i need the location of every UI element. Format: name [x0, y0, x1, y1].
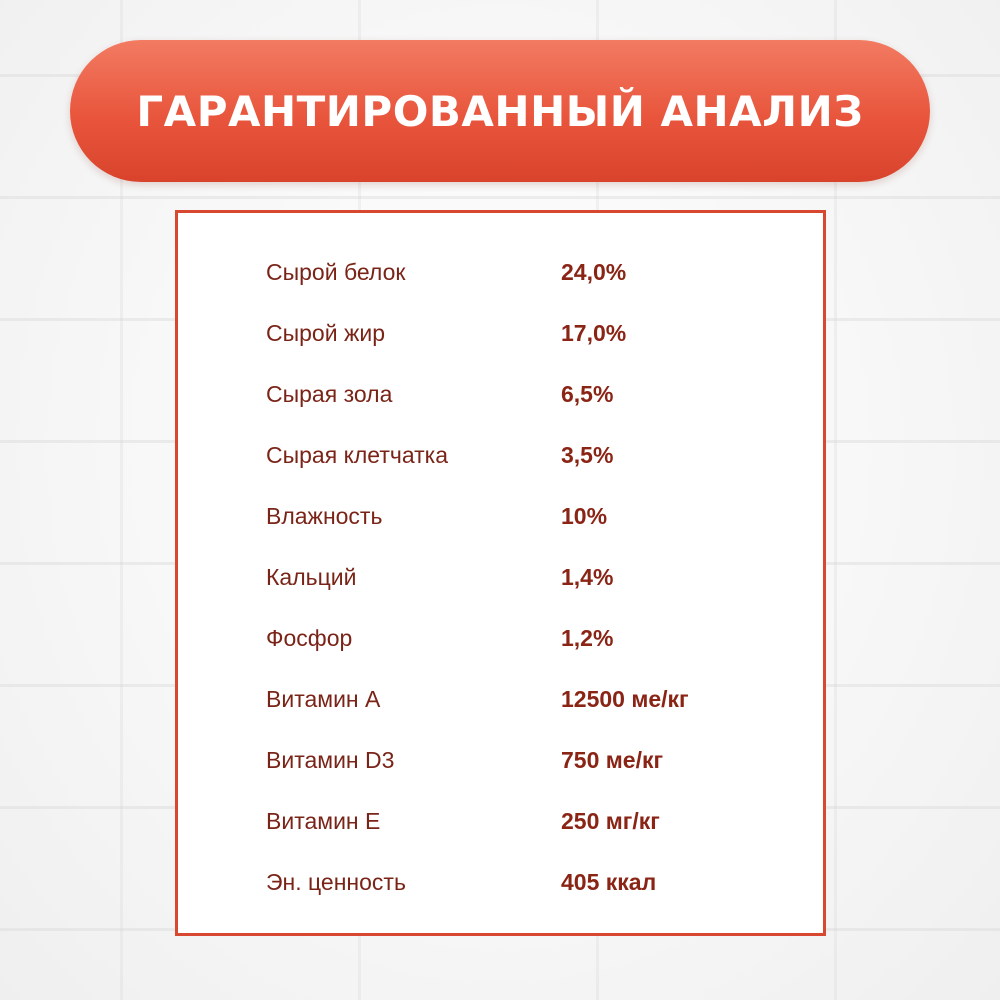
table-row: Сырая клетчатка 3,5%	[178, 435, 823, 475]
row-value: 1,4%	[561, 564, 614, 590]
analysis-table: Сырой белок 24,0% Сырой жир 17,0% Сырая …	[175, 210, 826, 936]
row-label: Витамин E	[266, 808, 381, 834]
table-row: Влажность 10%	[178, 496, 823, 536]
row-label: Фосфор	[266, 625, 353, 651]
table-row: Сырой жир 17,0%	[178, 313, 823, 353]
table-row: Сырой белок 24,0%	[178, 252, 823, 292]
row-value: 17,0%	[561, 320, 627, 346]
page-title: ГАРАНТИРОВАННЫЙ АНАЛИЗ	[136, 86, 864, 136]
table-row: Витамин A 12500 ме/кг	[178, 679, 823, 719]
table-row: Витамин D3 750 ме/кг	[178, 740, 823, 780]
table-row: Фосфор 1,2%	[178, 618, 823, 658]
row-value: 750 ме/кг	[561, 747, 664, 773]
row-label: Влажность	[266, 503, 383, 529]
table-row: Эн. ценность 405 ккал	[178, 862, 823, 902]
table-row: Сырая зола 6,5%	[178, 374, 823, 414]
row-value: 250 мг/кг	[561, 808, 660, 834]
row-value: 1,2%	[561, 625, 614, 651]
row-label: Сырой жир	[266, 320, 385, 346]
row-label: Витамин A	[266, 686, 381, 712]
row-label: Витамин D3	[266, 747, 395, 773]
table-row: Кальций 1,4%	[178, 557, 823, 597]
table-row: Витамин E 250 мг/кг	[178, 801, 823, 841]
row-label: Эн. ценность	[266, 869, 406, 895]
row-value: 405 ккал	[561, 869, 657, 895]
row-label: Сырая зола	[266, 381, 393, 407]
row-label: Сырая клетчатка	[266, 442, 449, 468]
title-banner: ГАРАНТИРОВАННЫЙ АНАЛИЗ	[70, 40, 930, 182]
row-value: 12500 ме/кг	[561, 686, 689, 712]
row-label: Кальций	[266, 564, 357, 590]
row-value: 3,5%	[561, 442, 614, 468]
row-value: 10%	[561, 503, 608, 529]
row-value: 6,5%	[561, 381, 614, 407]
row-label: Сырой белок	[266, 259, 406, 285]
row-value: 24,0%	[561, 259, 627, 285]
